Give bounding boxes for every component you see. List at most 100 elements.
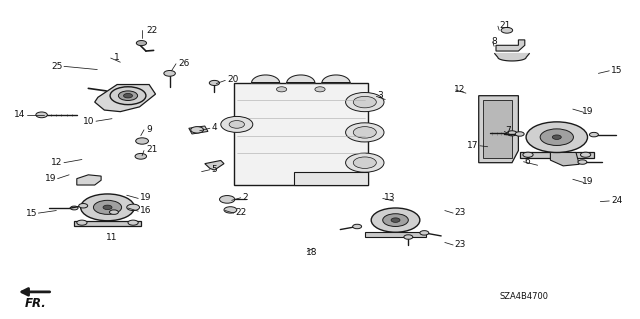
Circle shape <box>136 138 148 144</box>
Circle shape <box>540 129 573 145</box>
Text: 15: 15 <box>611 66 623 75</box>
Text: 5: 5 <box>211 165 217 174</box>
Polygon shape <box>287 75 315 83</box>
Polygon shape <box>365 232 426 237</box>
Text: 22: 22 <box>146 26 157 35</box>
Text: 23: 23 <box>454 240 466 249</box>
Circle shape <box>127 204 140 211</box>
Circle shape <box>589 132 598 137</box>
Circle shape <box>124 93 132 98</box>
Circle shape <box>578 160 587 164</box>
Circle shape <box>523 152 533 157</box>
Circle shape <box>135 153 147 159</box>
Circle shape <box>209 80 220 85</box>
Polygon shape <box>95 85 156 112</box>
Text: 4: 4 <box>211 123 217 132</box>
Polygon shape <box>205 160 224 170</box>
Circle shape <box>110 87 146 105</box>
Polygon shape <box>496 40 525 51</box>
Text: 3: 3 <box>378 91 383 100</box>
Circle shape <box>346 153 384 172</box>
Circle shape <box>79 204 88 208</box>
Text: 23: 23 <box>454 208 466 217</box>
Circle shape <box>526 122 588 152</box>
Circle shape <box>81 194 134 221</box>
Text: 12: 12 <box>454 85 466 94</box>
Text: 9: 9 <box>146 125 152 134</box>
Circle shape <box>103 205 112 210</box>
Circle shape <box>118 91 138 100</box>
Circle shape <box>164 70 175 76</box>
Circle shape <box>501 27 513 33</box>
Circle shape <box>276 87 287 92</box>
Text: 18: 18 <box>306 248 317 256</box>
Circle shape <box>70 206 78 210</box>
Circle shape <box>353 127 376 138</box>
Text: 20: 20 <box>227 75 239 84</box>
Text: 25: 25 <box>51 63 63 71</box>
Text: 6: 6 <box>525 157 531 166</box>
Text: 26: 26 <box>178 59 189 68</box>
Text: 19: 19 <box>582 107 594 116</box>
Circle shape <box>404 235 413 239</box>
Text: 15: 15 <box>26 209 37 218</box>
Circle shape <box>507 131 517 136</box>
Polygon shape <box>294 172 368 185</box>
Circle shape <box>136 41 147 46</box>
Polygon shape <box>520 152 594 158</box>
Text: 24: 24 <box>611 197 623 205</box>
Circle shape <box>315 87 325 92</box>
Circle shape <box>221 116 253 132</box>
Circle shape <box>224 207 237 213</box>
Circle shape <box>420 231 429 235</box>
Text: 12: 12 <box>51 158 63 167</box>
Text: 19: 19 <box>140 193 151 202</box>
Text: 2: 2 <box>242 193 248 202</box>
Text: 14: 14 <box>14 110 26 119</box>
Text: 19: 19 <box>45 174 56 183</box>
Circle shape <box>346 93 384 112</box>
Circle shape <box>229 121 244 128</box>
Circle shape <box>129 205 138 210</box>
Circle shape <box>220 196 235 203</box>
Text: 21: 21 <box>499 21 511 30</box>
Polygon shape <box>550 152 579 166</box>
Text: 22: 22 <box>236 208 247 217</box>
Circle shape <box>515 132 524 136</box>
Polygon shape <box>74 221 141 226</box>
Circle shape <box>353 157 376 168</box>
Polygon shape <box>322 75 350 83</box>
Polygon shape <box>252 75 280 83</box>
Polygon shape <box>495 54 529 61</box>
Circle shape <box>552 135 561 139</box>
Polygon shape <box>189 126 208 134</box>
Circle shape <box>353 224 362 229</box>
Polygon shape <box>479 96 518 163</box>
Text: 1: 1 <box>114 53 120 62</box>
Circle shape <box>353 96 376 108</box>
Circle shape <box>93 200 122 214</box>
Text: 17: 17 <box>467 141 479 150</box>
Circle shape <box>371 208 420 232</box>
Text: SZA4B4700: SZA4B4700 <box>499 292 548 301</box>
Text: 11: 11 <box>106 233 118 242</box>
Polygon shape <box>483 100 512 158</box>
Text: 10: 10 <box>83 117 95 126</box>
Circle shape <box>391 218 400 222</box>
Circle shape <box>383 214 408 226</box>
Circle shape <box>346 123 384 142</box>
Polygon shape <box>77 175 101 185</box>
Text: 19: 19 <box>582 177 594 186</box>
Text: 13: 13 <box>384 193 396 202</box>
Circle shape <box>128 220 138 225</box>
Text: 7: 7 <box>506 126 511 135</box>
Polygon shape <box>234 83 368 185</box>
Text: 21: 21 <box>146 145 157 154</box>
Circle shape <box>580 152 591 157</box>
Text: FR.: FR. <box>24 297 46 310</box>
Circle shape <box>77 220 87 225</box>
Circle shape <box>191 127 204 133</box>
Text: 8: 8 <box>492 37 497 46</box>
Circle shape <box>36 112 47 118</box>
Text: 16: 16 <box>140 206 151 215</box>
